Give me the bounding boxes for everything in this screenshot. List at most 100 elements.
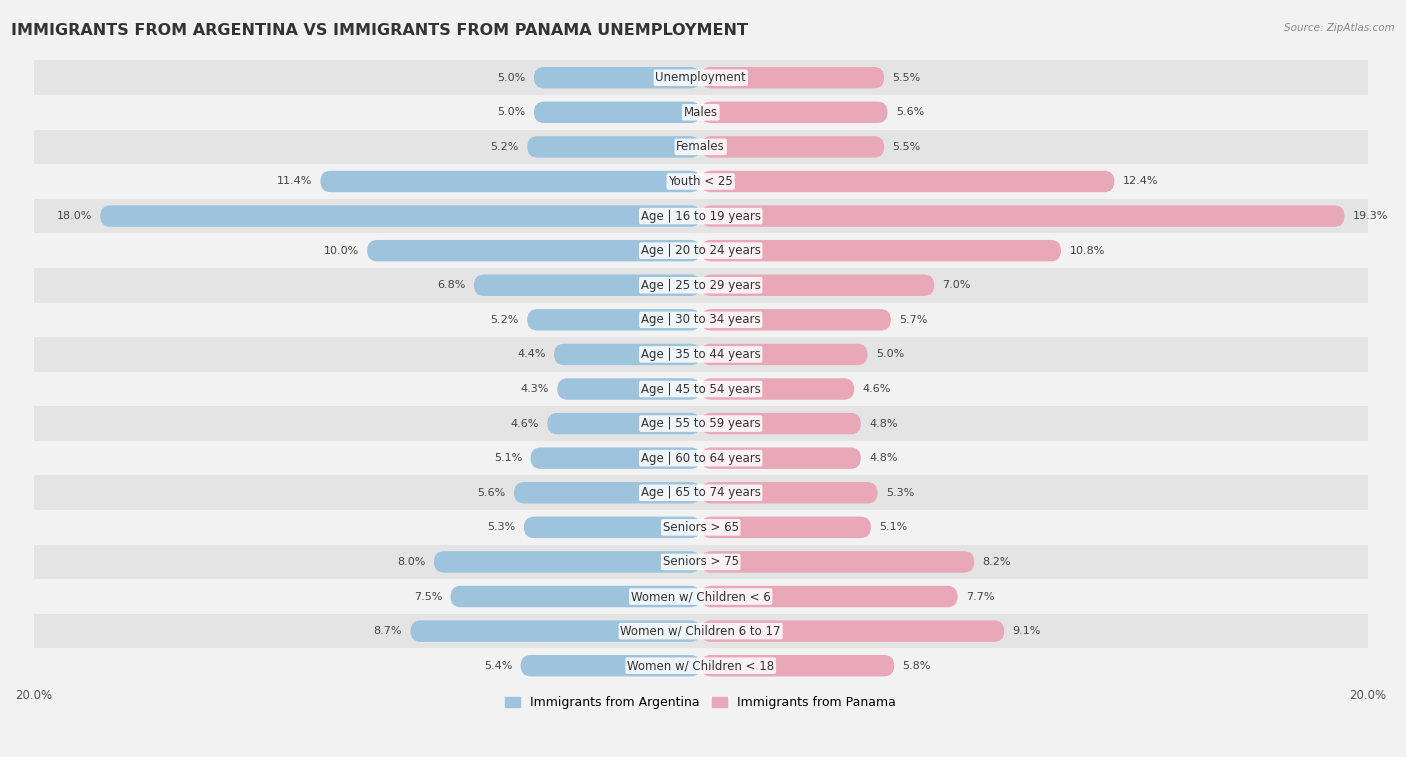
FancyBboxPatch shape	[524, 516, 700, 538]
Text: 5.3%: 5.3%	[488, 522, 516, 532]
Text: 8.0%: 8.0%	[396, 557, 426, 567]
Text: Age | 25 to 29 years: Age | 25 to 29 years	[641, 279, 761, 291]
FancyBboxPatch shape	[554, 344, 700, 365]
Text: 19.3%: 19.3%	[1353, 211, 1388, 221]
Text: 5.8%: 5.8%	[903, 661, 931, 671]
FancyBboxPatch shape	[700, 67, 884, 89]
Bar	[34, 441, 1368, 475]
Text: 5.3%: 5.3%	[886, 488, 914, 498]
Text: 5.4%: 5.4%	[484, 661, 512, 671]
Bar	[34, 372, 1368, 407]
Text: Seniors > 75: Seniors > 75	[662, 556, 738, 569]
Text: 5.0%: 5.0%	[498, 107, 526, 117]
Bar	[34, 61, 1368, 95]
Bar	[34, 649, 1368, 683]
Bar	[34, 129, 1368, 164]
Text: Youth < 25: Youth < 25	[668, 175, 733, 188]
Text: 10.0%: 10.0%	[323, 246, 359, 256]
Text: 4.8%: 4.8%	[869, 419, 897, 428]
FancyBboxPatch shape	[700, 482, 877, 503]
Text: 12.4%: 12.4%	[1123, 176, 1159, 186]
FancyBboxPatch shape	[700, 101, 887, 123]
Bar	[34, 303, 1368, 337]
Text: 5.7%: 5.7%	[900, 315, 928, 325]
FancyBboxPatch shape	[700, 205, 1344, 227]
FancyBboxPatch shape	[527, 309, 700, 331]
FancyBboxPatch shape	[700, 447, 860, 469]
Bar	[34, 337, 1368, 372]
Text: 5.5%: 5.5%	[893, 73, 921, 83]
Legend: Immigrants from Argentina, Immigrants from Panama: Immigrants from Argentina, Immigrants fr…	[501, 691, 901, 714]
Text: Males: Males	[683, 106, 718, 119]
Bar	[34, 268, 1368, 303]
Text: 11.4%: 11.4%	[277, 176, 312, 186]
FancyBboxPatch shape	[700, 621, 1004, 642]
Text: Age | 60 to 64 years: Age | 60 to 64 years	[641, 452, 761, 465]
Text: 4.3%: 4.3%	[520, 384, 548, 394]
FancyBboxPatch shape	[700, 309, 891, 331]
Bar	[34, 95, 1368, 129]
FancyBboxPatch shape	[530, 447, 700, 469]
FancyBboxPatch shape	[700, 344, 868, 365]
Text: Age | 16 to 19 years: Age | 16 to 19 years	[641, 210, 761, 223]
Text: Unemployment: Unemployment	[655, 71, 747, 84]
Bar	[34, 544, 1368, 579]
FancyBboxPatch shape	[700, 378, 855, 400]
Text: 18.0%: 18.0%	[56, 211, 91, 221]
Text: 4.4%: 4.4%	[517, 350, 546, 360]
Bar	[34, 579, 1368, 614]
Text: Source: ZipAtlas.com: Source: ZipAtlas.com	[1284, 23, 1395, 33]
FancyBboxPatch shape	[700, 586, 957, 607]
Bar	[34, 233, 1368, 268]
FancyBboxPatch shape	[557, 378, 700, 400]
FancyBboxPatch shape	[700, 551, 974, 572]
Text: 4.6%: 4.6%	[862, 384, 891, 394]
Bar	[34, 199, 1368, 233]
Text: 6.8%: 6.8%	[437, 280, 465, 290]
Text: 5.6%: 5.6%	[896, 107, 924, 117]
Text: 7.0%: 7.0%	[942, 280, 972, 290]
FancyBboxPatch shape	[700, 516, 870, 538]
FancyBboxPatch shape	[700, 240, 1062, 261]
Text: 8.2%: 8.2%	[983, 557, 1011, 567]
FancyBboxPatch shape	[700, 413, 860, 435]
FancyBboxPatch shape	[515, 482, 700, 503]
FancyBboxPatch shape	[411, 621, 700, 642]
FancyBboxPatch shape	[474, 275, 700, 296]
Text: Seniors > 65: Seniors > 65	[662, 521, 738, 534]
FancyBboxPatch shape	[700, 275, 934, 296]
Text: Women w/ Children < 18: Women w/ Children < 18	[627, 659, 775, 672]
Text: 5.0%: 5.0%	[876, 350, 904, 360]
Bar	[34, 614, 1368, 649]
Text: Age | 30 to 34 years: Age | 30 to 34 years	[641, 313, 761, 326]
Text: 5.0%: 5.0%	[498, 73, 526, 83]
Text: Women w/ Children 6 to 17: Women w/ Children 6 to 17	[620, 625, 780, 637]
FancyBboxPatch shape	[700, 655, 894, 677]
Text: Age | 20 to 24 years: Age | 20 to 24 years	[641, 245, 761, 257]
FancyBboxPatch shape	[100, 205, 700, 227]
Text: 5.5%: 5.5%	[893, 142, 921, 152]
Text: Women w/ Children < 6: Women w/ Children < 6	[631, 590, 770, 603]
FancyBboxPatch shape	[534, 101, 700, 123]
Bar	[34, 407, 1368, 441]
Text: 9.1%: 9.1%	[1012, 626, 1040, 636]
FancyBboxPatch shape	[527, 136, 700, 157]
Text: Age | 55 to 59 years: Age | 55 to 59 years	[641, 417, 761, 430]
Text: 5.2%: 5.2%	[491, 142, 519, 152]
Text: 5.6%: 5.6%	[477, 488, 506, 498]
Bar	[34, 164, 1368, 199]
Text: 4.8%: 4.8%	[869, 453, 897, 463]
Bar	[34, 475, 1368, 510]
FancyBboxPatch shape	[321, 171, 700, 192]
Bar	[34, 510, 1368, 544]
Text: Females: Females	[676, 140, 725, 154]
Text: 8.7%: 8.7%	[374, 626, 402, 636]
FancyBboxPatch shape	[700, 136, 884, 157]
Text: 5.2%: 5.2%	[491, 315, 519, 325]
Text: 10.8%: 10.8%	[1070, 246, 1105, 256]
Text: Age | 45 to 54 years: Age | 45 to 54 years	[641, 382, 761, 395]
FancyBboxPatch shape	[367, 240, 700, 261]
Text: IMMIGRANTS FROM ARGENTINA VS IMMIGRANTS FROM PANAMA UNEMPLOYMENT: IMMIGRANTS FROM ARGENTINA VS IMMIGRANTS …	[11, 23, 748, 38]
Text: Age | 65 to 74 years: Age | 65 to 74 years	[641, 486, 761, 500]
FancyBboxPatch shape	[434, 551, 700, 572]
